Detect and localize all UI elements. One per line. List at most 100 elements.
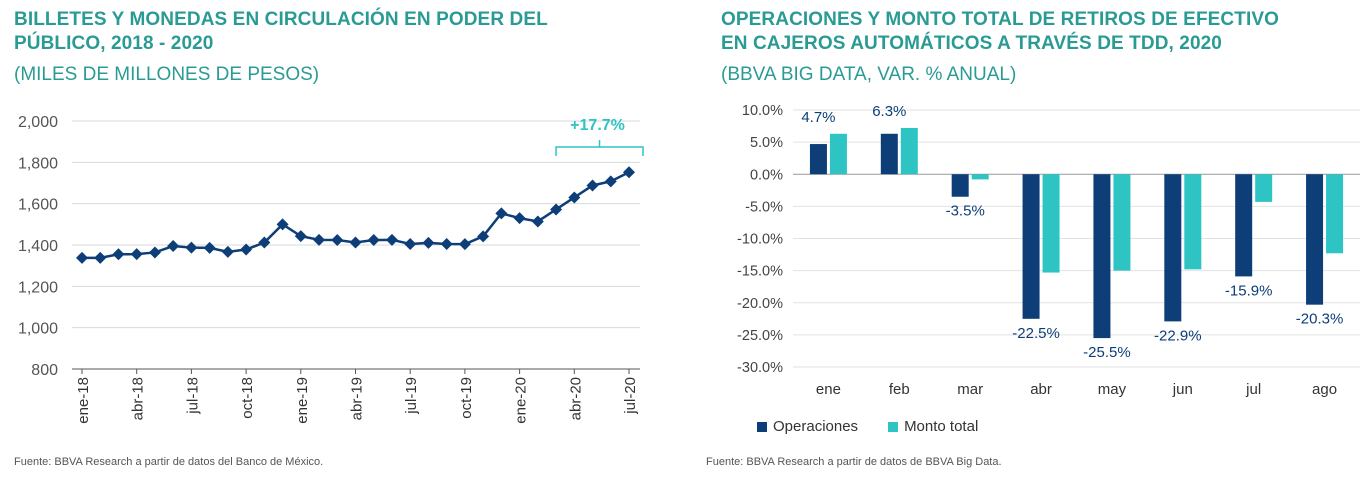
bar-monto-total: [1255, 174, 1273, 202]
x-tick-label: abr-20: [567, 377, 584, 420]
legend-label-operaciones: Operaciones: [773, 418, 859, 435]
x-tick-label: abr-19: [349, 377, 366, 420]
data-point: [203, 241, 216, 254]
y-tick-label: 1,800: [18, 155, 58, 172]
data-point: [294, 230, 307, 243]
data-point: [440, 237, 453, 250]
bar-operaciones: [880, 133, 898, 175]
bar-operaciones: [1235, 174, 1253, 277]
y-tick-label: 10.0%: [742, 103, 783, 119]
bar-operaciones: [1164, 174, 1182, 322]
y-tick-label: -25.0%: [737, 328, 783, 344]
data-label-operaciones: -3.5%: [946, 203, 985, 220]
data-point: [513, 212, 526, 225]
y-tick-label: 800: [31, 362, 58, 379]
left-chart-subtitle: (MILES DE MILLONES DE PESOS): [14, 64, 320, 85]
data-point: [367, 234, 380, 247]
y-tick-label: -15.0%: [737, 264, 783, 280]
bar-monto-total: [971, 174, 989, 180]
line-chart: 2,000 1,800 1,600 1,400 1,200 1,000 800 ene-18 a…: [18, 114, 644, 424]
data-point: [495, 207, 508, 220]
bar-chart-legend: Operaciones Monto total: [757, 418, 978, 435]
y-tick-label: 5.0%: [750, 135, 783, 151]
data-point: [404, 237, 417, 250]
data-label-operaciones: -15.9%: [1225, 282, 1273, 299]
x-tick-label: abr-18: [130, 377, 147, 420]
legend-swatch-monto-total: [888, 421, 899, 432]
right-chart-subtitle: (BBVA BIG DATA, VAR. % ANUAL): [721, 64, 1017, 85]
y-tick-label: 1,200: [18, 279, 58, 296]
x-tick-label: ago: [1312, 381, 1337, 398]
legend-item-monto-total: Monto total: [888, 418, 978, 435]
bar-monto-total: [900, 127, 918, 175]
bar-operaciones: [809, 144, 827, 175]
legend-label-monto-total: Monto total: [904, 418, 979, 435]
data-point: [422, 236, 435, 249]
left-chart-panel: BILLETES Y MONEDAS EN CIRCULACIÓN EN POD…: [0, 0, 680, 478]
data-point: [458, 238, 471, 251]
annotation-label: +17.7%: [570, 117, 625, 134]
x-tick-label: feb: [889, 381, 910, 398]
x-tick-label: oct-19: [458, 377, 475, 419]
data-point: [331, 234, 344, 247]
right-chart-panel: OPERACIONES Y MONTO TOTAL DE RETIROS DE …: [700, 0, 1365, 478]
y-tick-label: -5.0%: [745, 199, 783, 215]
data-point: [167, 240, 180, 253]
x-tick-label: jul-19: [403, 377, 420, 415]
y-tick-label: 1,000: [18, 321, 58, 338]
data-point: [221, 245, 234, 258]
data-point: [349, 236, 362, 249]
data-point: [76, 251, 88, 264]
bar-monto-total: [1113, 174, 1131, 271]
x-tick-label: jul-18: [184, 377, 201, 415]
data-label-operaciones: -25.5%: [1083, 344, 1131, 361]
bar-monto-total: [829, 133, 847, 175]
y-tick-label: -20.0%: [737, 296, 783, 312]
x-tick-label: ene-19: [294, 377, 311, 424]
x-tick-label: jun: [1172, 381, 1193, 398]
y-tick-label: -30.0%: [737, 360, 783, 376]
right-chart-source: Fuente: BBVA Research a partir de datos …: [706, 456, 1002, 468]
bar-monto-total: [1042, 174, 1060, 273]
data-label-operaciones: 4.7%: [801, 109, 835, 126]
bar-operaciones: [951, 174, 969, 197]
data-point: [94, 251, 107, 264]
data-point: [130, 248, 143, 261]
data-point: [586, 179, 599, 192]
x-tick-label: ene: [816, 381, 841, 398]
data-point: [550, 203, 563, 216]
data-point: [623, 166, 635, 179]
data-point: [148, 246, 161, 259]
bar-monto-total: [1326, 174, 1344, 254]
data-label-operaciones: -20.3%: [1296, 311, 1344, 328]
x-tick-label: jul: [1245, 381, 1261, 398]
data-label-operaciones: 6.3%: [872, 103, 906, 120]
data-point: [477, 230, 490, 243]
data-point: [568, 191, 581, 204]
x-tick-label: may: [1098, 381, 1127, 398]
left-chart-source: Fuente: BBVA Research a partir de datos …: [14, 456, 324, 468]
data-label-operaciones: -22.9%: [1154, 327, 1202, 344]
bar-chart: 10.0% 5.0% 0.0% -5.0% -10.0% -15.0% -20.0% -25.…: [737, 103, 1360, 398]
right-chart-title: OPERACIONES Y MONTO TOTAL DE RETIROS DE …: [721, 9, 1279, 54]
data-point: [531, 215, 544, 228]
data-point: [185, 241, 198, 254]
legend-item-operaciones: Operaciones: [757, 418, 858, 435]
bar-monto-total: [1184, 174, 1202, 270]
data-point: [258, 236, 271, 249]
left-chart-title: BILLETES Y MONEDAS EN CIRCULACIÓN EN POD…: [14, 9, 548, 54]
annotation-bracket: [555, 140, 644, 156]
y-tick-label: 1,600: [18, 197, 58, 214]
y-tick-label: 2,000: [18, 114, 58, 131]
legend-swatch-operaciones: [757, 421, 767, 432]
x-tick-label: ene-20: [513, 377, 530, 424]
bar-operaciones: [1306, 174, 1324, 305]
data-point: [313, 233, 326, 246]
bar-operaciones: [1022, 174, 1040, 319]
y-tick-label: -10.0%: [737, 232, 783, 248]
bar-operaciones: [1093, 174, 1111, 339]
data-point: [112, 248, 125, 261]
x-tick-label: oct-18: [239, 377, 256, 419]
y-tick-label: 1,400: [18, 238, 58, 255]
x-tick-label: mar: [957, 381, 983, 398]
